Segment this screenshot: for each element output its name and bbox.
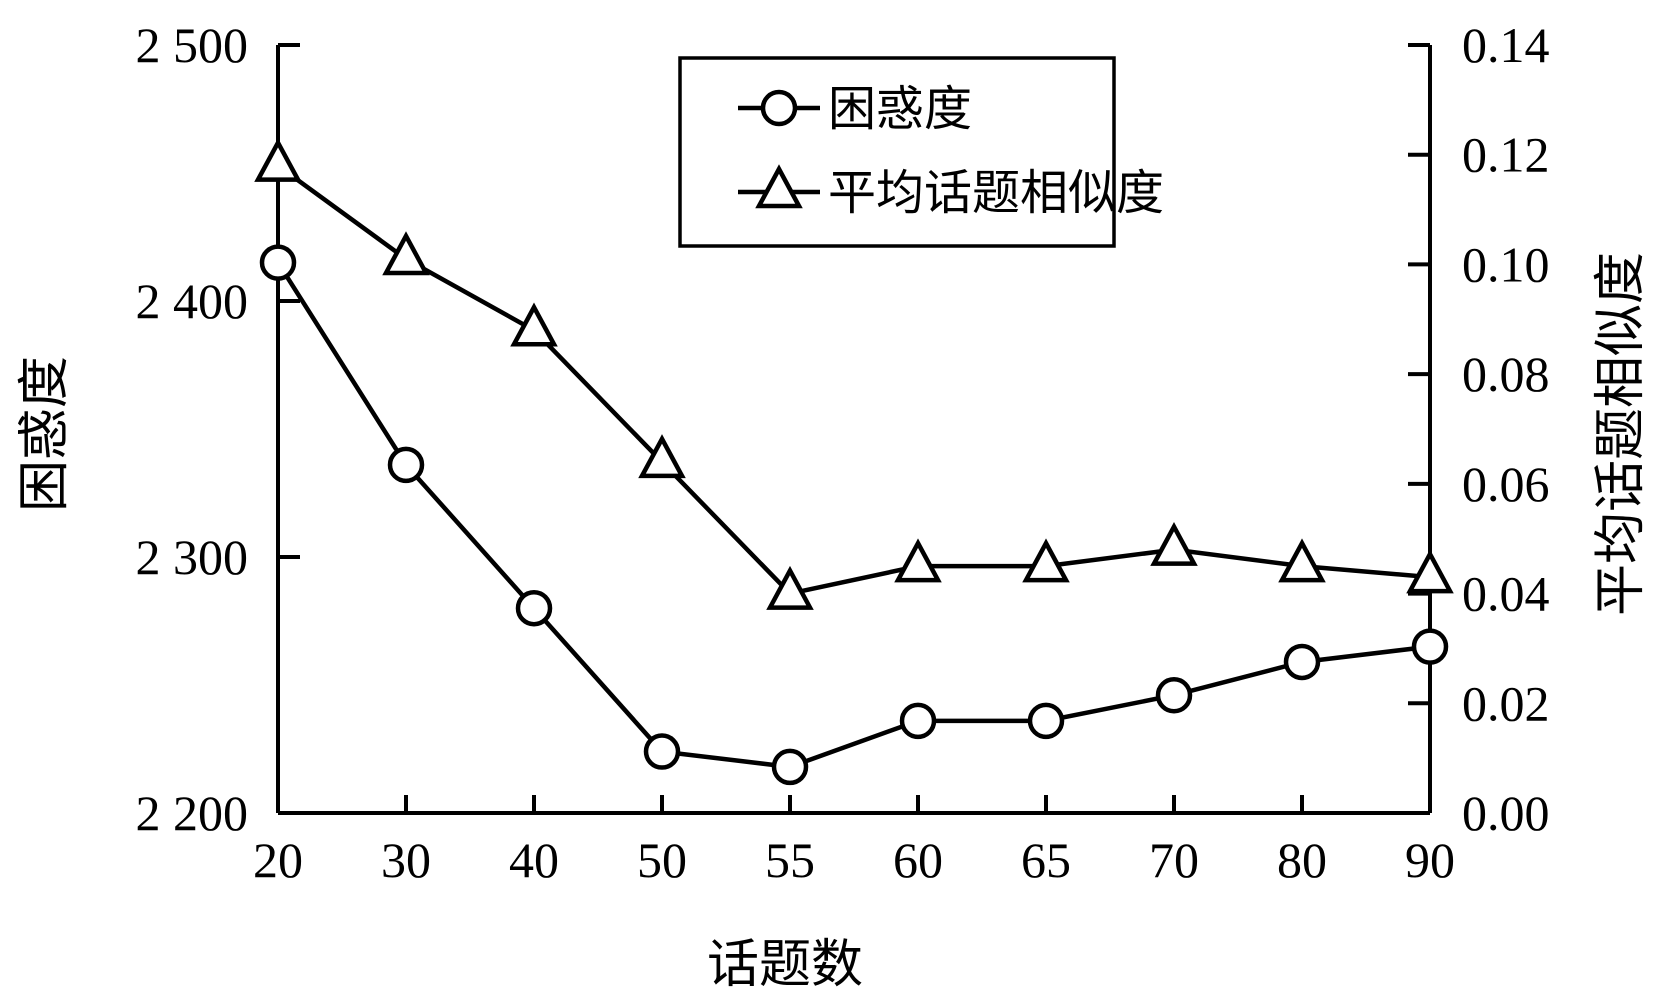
x-tick-label: 50: [637, 832, 687, 888]
data-point-similarity: [510, 302, 558, 347]
chart-series: [254, 137, 1454, 786]
x-tick-label: 30: [381, 832, 431, 888]
data-point-perplexity: [387, 446, 425, 484]
y-right-axis-title: 平均话题相似度: [1593, 252, 1650, 616]
y-right-tick-label: 0.12: [1462, 127, 1550, 183]
data-point-perplexity: [1027, 702, 1065, 740]
y-left-tick-label: 2 300: [136, 529, 249, 585]
y-left-axis-title: 困惑度: [17, 356, 74, 512]
x-axis-title: 话题数: [707, 937, 863, 994]
y-right-tick-label: 0.04: [1462, 566, 1550, 622]
data-point-similarity: [382, 231, 430, 276]
y-left-tick-label: 2 400: [136, 273, 249, 329]
data-point-similarity: [1150, 521, 1198, 566]
y-left-tick-label: 2 200: [136, 785, 249, 841]
data-point-perplexity: [1411, 628, 1449, 665]
chart-ticks: 20 30 40 50 55 60 65 70 80 90 2 200 2 300 2 400 2 500…: [136, 17, 1550, 888]
x-tick-label: 90: [1405, 832, 1455, 888]
legend-box: [678, 56, 1116, 248]
legend-marker-triangle: [755, 164, 803, 209]
x-tick-label: 80: [1277, 832, 1327, 888]
x-tick-label: 60: [893, 832, 943, 888]
x-tick-label: 55: [765, 832, 815, 888]
data-point-similarity: [1278, 538, 1326, 583]
data-point-similarity: [1022, 538, 1070, 583]
y-right-tick-label: 0.14: [1462, 17, 1550, 73]
y-right-tick-label: 0.02: [1462, 675, 1550, 731]
series-line-similarity: [276, 163, 1431, 597]
y-right-tick-label: 0.08: [1462, 346, 1550, 402]
legend-label: 平均话题相似度: [828, 167, 1164, 220]
data-point-perplexity: [771, 748, 809, 786]
y-right-tick-label: 0.06: [1462, 456, 1550, 512]
data-point-perplexity: [899, 702, 937, 740]
y-left-tick-label: 2 500: [136, 17, 249, 73]
series-line-perplexity: [276, 261, 1431, 770]
data-point-similarity: [766, 565, 814, 610]
legend-marker-circle: [760, 89, 798, 127]
data-point-similarity: [638, 434, 686, 479]
x-tick-label: 20: [253, 832, 303, 888]
data-point-perplexity: [1155, 676, 1193, 714]
data-point-similarity: [1406, 549, 1454, 594]
x-tick-label: 65: [1021, 832, 1071, 888]
x-tick-label: 70: [1149, 832, 1199, 888]
x-tick-label: 40: [509, 832, 559, 888]
legend-label: 困惑度: [828, 83, 972, 136]
data-point-perplexity: [259, 244, 297, 281]
y-right-tick-label: 0.10: [1462, 236, 1550, 292]
data-point-similarity: [894, 538, 942, 583]
data-point-perplexity: [515, 589, 553, 627]
data-point-similarity: [254, 137, 302, 182]
y-right-tick-label: 0.00: [1462, 785, 1550, 841]
data-point-perplexity: [643, 733, 681, 770]
data-point-perplexity: [1283, 643, 1321, 681]
